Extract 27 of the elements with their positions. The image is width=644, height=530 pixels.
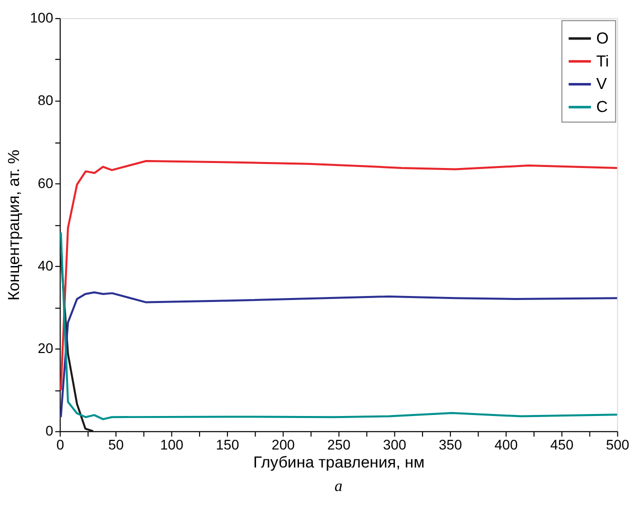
line-series	[60, 160, 618, 392]
legend-label: C	[596, 99, 608, 116]
legend-label: V	[596, 76, 608, 94]
x-tick-label: 400	[494, 436, 518, 453]
x-tick-label: 500	[606, 436, 630, 453]
x-tick-label: 350	[438, 436, 462, 453]
x-tick-label: 50	[108, 436, 124, 453]
x-tick-label: 450	[550, 436, 574, 453]
legend-label: O	[596, 30, 609, 48]
x-tick-label: 300	[383, 436, 407, 453]
x-tick-label: 250	[327, 436, 351, 453]
x-axis-title: Глубина травления, нм	[253, 454, 425, 472]
y-tick-label: 100	[30, 10, 54, 26]
line-series	[60, 231, 618, 420]
x-tick-label: 0	[56, 436, 64, 453]
y-tick-label: 40	[38, 257, 54, 274]
y-tick-label: 20	[38, 340, 54, 356]
text: a	[334, 478, 342, 495]
x-tick-label: 200	[272, 436, 296, 453]
x-tick-label: 150	[216, 436, 240, 453]
y-axis-title: Концентрация, ат. %	[6, 150, 24, 301]
x-tick-label: 100	[160, 436, 184, 453]
y-tick-label: 80	[38, 92, 54, 108]
y-tick-label: 0	[46, 422, 54, 439]
y-tick-label: 60	[38, 174, 54, 191]
line-series	[60, 291, 618, 418]
legend-label: Ti	[596, 53, 609, 70]
